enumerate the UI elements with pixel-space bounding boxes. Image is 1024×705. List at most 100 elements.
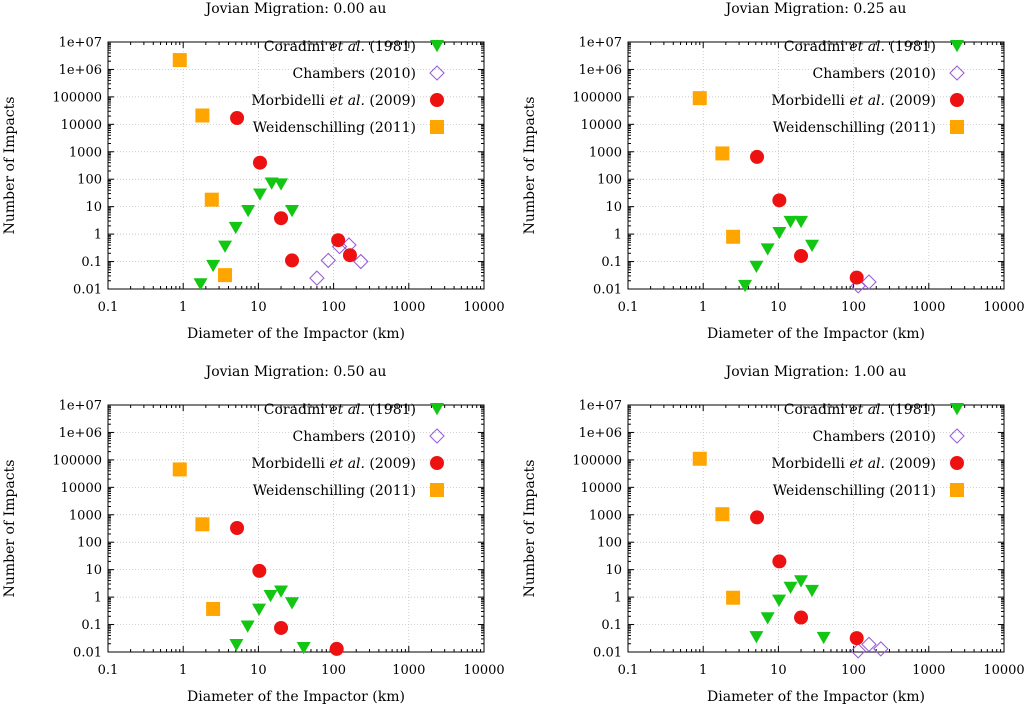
x-axis-label: Diameter of the Impactor (km) xyxy=(187,689,405,705)
plot-frame xyxy=(627,41,1005,290)
x-tick-label: 1 xyxy=(179,300,187,315)
data-point xyxy=(230,111,245,126)
data-point xyxy=(331,233,346,248)
data-point xyxy=(861,636,877,653)
data-point xyxy=(204,192,219,207)
data-point xyxy=(195,108,210,123)
legend-label: Morbidelli et al. (2009) xyxy=(771,93,936,109)
series-weidenschilling xyxy=(172,53,233,283)
legend-marker xyxy=(430,93,444,107)
data-point xyxy=(329,641,344,656)
y-tick-label: 10 xyxy=(85,563,102,578)
y-axis-label: Number of Impacts xyxy=(522,97,538,235)
chart-title: Jovian Migration: 0.50 au xyxy=(204,364,387,380)
data-point xyxy=(296,642,311,655)
series-weidenschilling xyxy=(692,91,741,244)
data-point xyxy=(274,211,289,226)
y-tick-label: 1000 xyxy=(589,508,622,523)
y-tick-label: 10 xyxy=(605,200,622,215)
x-tick-label: 1000 xyxy=(912,663,945,678)
data-point xyxy=(772,594,787,607)
legend-label: Weidenschilling (2011) xyxy=(253,120,416,136)
legend-label: Morbidelli et al. (2009) xyxy=(251,456,416,472)
data-point xyxy=(850,643,866,659)
y-tick-label: 0.1 xyxy=(601,618,622,633)
legend-label: Coradini et al. (1981) xyxy=(784,402,936,418)
y-tick-label: 0.01 xyxy=(73,646,102,661)
series-morbidelli xyxy=(230,520,344,656)
y-tick-label: 1e+07 xyxy=(59,36,102,51)
data-point xyxy=(783,581,798,595)
y-tick-label: 10000 xyxy=(581,118,622,133)
data-point xyxy=(715,507,730,522)
y-tick-label: 1e+07 xyxy=(59,399,102,414)
chart-title: Jovian Migration: 1.00 au xyxy=(724,364,907,380)
data-point xyxy=(353,253,369,270)
plot-frame xyxy=(107,404,485,653)
legend-marker xyxy=(950,93,964,107)
series-weidenschilling xyxy=(692,451,741,605)
chart-panel: 0.01 0.1 1 10 100 1000 10000 100000 1e+06 1e+07 0.… xyxy=(2,1,505,342)
chart-title: Jovian Migration: 0.25 au xyxy=(724,1,907,17)
x-tick-label: 1000 xyxy=(392,300,425,315)
y-tick-label: 1000 xyxy=(69,145,102,160)
y-tick-label: 0.01 xyxy=(593,646,622,661)
plot-frame xyxy=(107,41,485,290)
legend-marker xyxy=(950,456,964,470)
data-point xyxy=(263,590,278,603)
legend: Coradini et al. (1981) Chambers (2010) Mor… xyxy=(771,39,965,136)
x-tick-label: 0.1 xyxy=(618,663,639,678)
legend-marker xyxy=(429,65,445,81)
x-axis-label: Diameter of the Impactor (km) xyxy=(707,326,925,342)
legend-label: Chambers (2010) xyxy=(293,66,416,82)
chart-panel: 0.01 0.1 1 10 100 1000 10000 100000 1e+06 1e+07 0.… xyxy=(522,364,1024,705)
series-morbidelli xyxy=(750,510,864,646)
series-coradini xyxy=(749,575,831,645)
y-tick-label: 100000 xyxy=(52,90,102,105)
data-point xyxy=(760,243,775,256)
y-axis-label: Number of Impacts xyxy=(2,460,18,598)
legend: Coradini et al. (1981) Chambers (2010) Mor… xyxy=(251,39,445,136)
y-tick-label: 10000 xyxy=(61,481,102,496)
legend-marker xyxy=(430,403,444,416)
y-tick-label: 1e+06 xyxy=(59,63,102,78)
y-tick-label: 0.1 xyxy=(81,618,102,633)
x-tick-label: 100 xyxy=(841,300,866,315)
series-chambers xyxy=(850,636,889,659)
data-point xyxy=(772,554,787,569)
data-point xyxy=(873,641,889,657)
series-coradini xyxy=(193,177,300,291)
data-point xyxy=(849,631,864,646)
x-tick-label: 10000 xyxy=(463,663,504,678)
x-tick-label: 10 xyxy=(250,300,267,315)
data-point xyxy=(274,620,289,635)
series-morbidelli xyxy=(230,111,357,268)
y-tick-label: 100 xyxy=(77,173,102,188)
legend-marker xyxy=(430,456,444,470)
data-point xyxy=(715,146,730,161)
data-point xyxy=(749,631,764,644)
data-point xyxy=(218,240,233,253)
legend-label: Morbidelli et al. (2009) xyxy=(251,93,416,109)
x-axis-label: Diameter of the Impactor (km) xyxy=(707,689,925,705)
data-point xyxy=(229,639,244,652)
chart-panel: 0.01 0.1 1 10 100 1000 10000 100000 1e+06 1e+07 0.… xyxy=(522,1,1024,342)
y-tick-label: 10 xyxy=(85,200,102,215)
data-point xyxy=(309,270,325,286)
data-point xyxy=(772,227,787,240)
x-tick-label: 1 xyxy=(179,663,187,678)
data-point xyxy=(264,177,279,190)
y-axis-label: Number of Impacts xyxy=(2,97,18,235)
data-point xyxy=(794,215,809,229)
data-point xyxy=(794,575,809,588)
data-point xyxy=(760,612,775,625)
data-point xyxy=(172,462,187,477)
data-point xyxy=(805,584,820,598)
data-point xyxy=(193,278,208,291)
y-tick-label: 1e+07 xyxy=(579,399,622,414)
y-tick-label: 1 xyxy=(614,591,622,606)
y-tick-label: 0.1 xyxy=(81,255,102,270)
data-point xyxy=(285,253,300,268)
data-point xyxy=(692,91,707,106)
